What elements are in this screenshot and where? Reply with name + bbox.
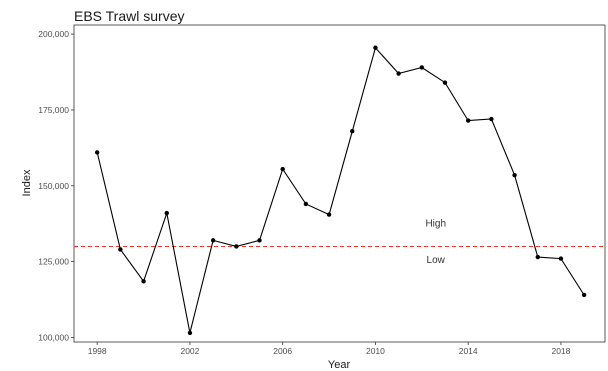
data-points xyxy=(94,45,587,336)
data-point xyxy=(141,279,146,284)
data-point xyxy=(373,45,378,50)
x-axis: 1998 2002 2006 2010 2014 2018 xyxy=(88,342,571,356)
y-tick-label: 125,000 xyxy=(38,257,69,267)
annotations: High Low xyxy=(425,219,446,266)
data-point xyxy=(257,238,262,243)
data-point xyxy=(280,166,285,172)
data-point xyxy=(234,244,239,249)
data-point xyxy=(442,80,448,85)
data-point xyxy=(187,330,193,336)
data-point xyxy=(326,212,332,217)
data-point xyxy=(303,201,309,207)
data-point xyxy=(465,118,471,123)
data-point xyxy=(535,254,540,260)
series-line xyxy=(96,46,585,334)
y-axis: 100,000 125,000 150,000 175,000 200,000 xyxy=(38,29,74,342)
annotation-label: Low xyxy=(427,255,446,266)
chart-title: EBS Trawl survey xyxy=(74,8,184,24)
x-tick-label: 2002 xyxy=(180,346,199,356)
annotation-label: High xyxy=(425,219,446,230)
y-axis-label: Index xyxy=(21,169,33,196)
data-point xyxy=(512,172,517,178)
y-tick-label: 200,000 xyxy=(38,29,69,39)
x-tick-label: 2006 xyxy=(273,346,292,356)
x-tick-label: 2010 xyxy=(366,346,385,356)
data-point xyxy=(94,150,100,155)
data-point xyxy=(489,116,494,122)
x-tick-label: 1998 xyxy=(88,346,107,356)
data-point xyxy=(350,128,355,134)
data-point xyxy=(419,65,425,70)
y-tick-label: 100,000 xyxy=(38,332,69,342)
y-tick-label: 150,000 xyxy=(38,181,69,191)
x-tick-label: 2018 xyxy=(551,346,570,356)
y-tick-label: 175,000 xyxy=(38,105,69,115)
data-point xyxy=(118,247,123,252)
data-point xyxy=(164,210,169,216)
data-point xyxy=(558,256,564,261)
data-point xyxy=(581,292,587,298)
plot-panel xyxy=(73,24,606,343)
data-point xyxy=(210,238,216,243)
x-axis-label: Year xyxy=(328,359,351,371)
x-tick-label: 2014 xyxy=(459,346,478,356)
data-point xyxy=(396,71,401,76)
